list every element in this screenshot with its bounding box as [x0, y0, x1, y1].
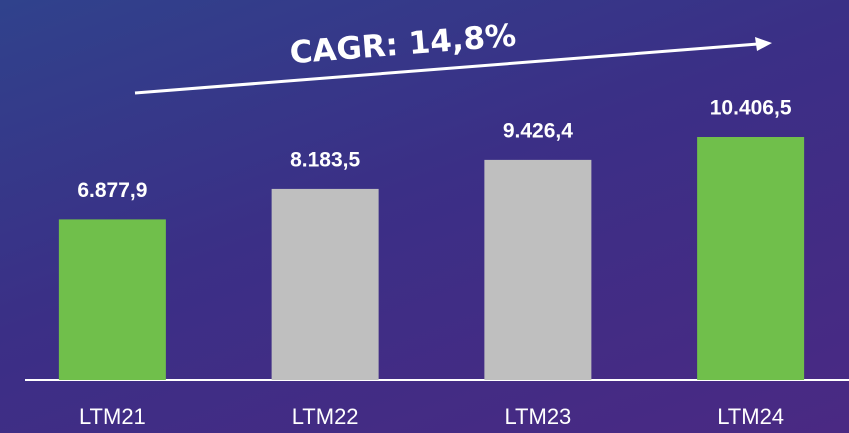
x-tick-label: LTM22 [292, 404, 359, 429]
arrow-head [755, 37, 772, 51]
value-label: 9.426,4 [503, 119, 573, 142]
trend-arrow [134, 42, 759, 95]
bar [484, 159, 592, 380]
bar [58, 219, 166, 380]
bar [697, 137, 805, 380]
value-label: 8.183,5 [290, 148, 360, 171]
x-tick-label: LTM21 [79, 404, 146, 429]
value-label: 6.877,9 [77, 179, 147, 202]
x-tick-label: LTM24 [717, 404, 784, 429]
x-tick-label: LTM23 [504, 404, 571, 429]
bar [271, 188, 379, 380]
value-label: 10.406,5 [710, 97, 792, 120]
annotation: CAGR: 14,8% [288, 18, 517, 72]
